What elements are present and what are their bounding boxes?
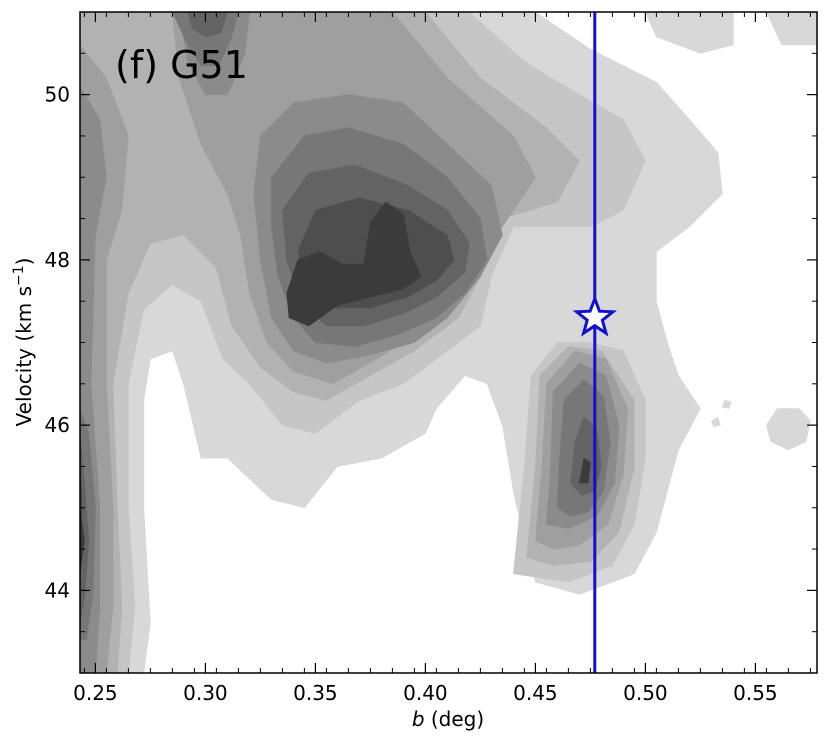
x-axis-label-unit: (deg) [425, 707, 485, 731]
x-tick-label: 0.35 [293, 681, 338, 705]
contour-level-7-region-2 [187, 12, 228, 38]
x-tick-label: 0.55 [733, 681, 778, 705]
contour-level-1-region-3 [766, 12, 817, 46]
y-axis-label-sup: −1 [11, 265, 27, 286]
y-tick-label: 44 [45, 578, 70, 602]
contour-level-9-region-3 [579, 457, 591, 484]
y-tick-label: 46 [45, 413, 70, 437]
panel-label: (f) G51 [115, 43, 248, 87]
contour-level-9-region-2 [80, 507, 85, 575]
x-tick-label: 0.30 [183, 681, 228, 705]
star-marker [572, 294, 617, 337]
x-axis-label-symbol: b [412, 707, 425, 731]
contour-level-9-region-1 [286, 201, 422, 327]
x-axis-label: b (deg) [412, 707, 484, 731]
y-axis-label-close: ) [12, 258, 36, 266]
x-tick-label: 0.50 [623, 681, 668, 705]
y-tick-label: 50 [45, 83, 70, 107]
y-axis-label: Velocity (km s−1) [11, 258, 36, 427]
contour-level-1-region-5 [711, 416, 721, 428]
contour-level-1-region-4 [766, 408, 811, 451]
x-tick-label: 0.25 [73, 681, 118, 705]
marker-layer [572, 12, 617, 673]
axis-ticks: 0.25 0.30 0.35 0.40 0.45 0.50 0.55 44 46 48 50 [45, 11, 817, 705]
contour-fills [80, 12, 817, 673]
y-axis-label-main: Velocity (km s [12, 286, 36, 426]
contour-level-1-region-6 [722, 399, 732, 409]
contour-level-1-region-2 [645, 12, 734, 54]
x-tick-label: 0.40 [403, 681, 448, 705]
contour-level-7-region-1 [80, 433, 90, 624]
y-tick-label: 48 [45, 248, 70, 272]
x-tick-label: 0.45 [513, 681, 558, 705]
